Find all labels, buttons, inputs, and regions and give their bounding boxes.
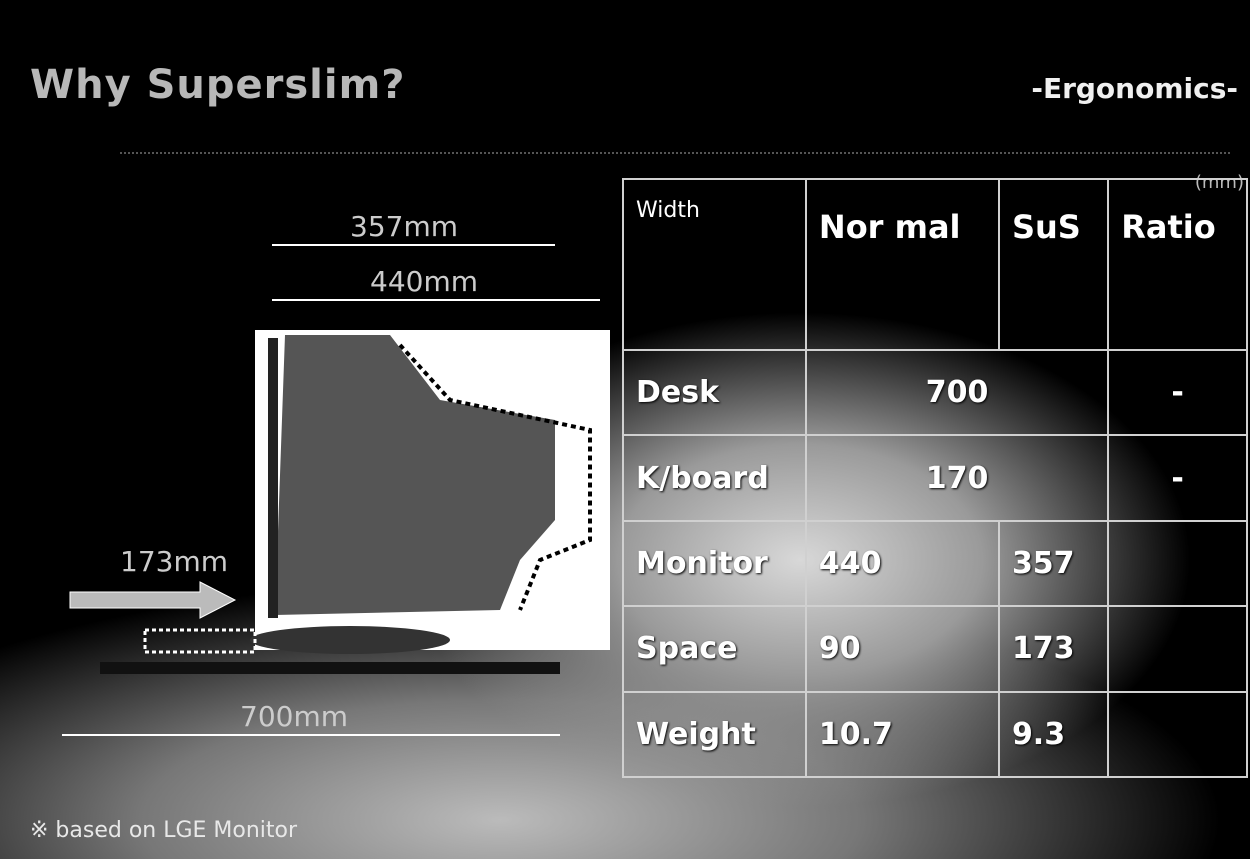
dim-label: 700mm [240, 700, 348, 733]
subtitle: -Ergonomics- [1031, 72, 1238, 105]
row-label: Weight [623, 692, 806, 777]
space-arrow [70, 582, 235, 618]
screen-edge [268, 338, 278, 618]
dim-label: 440mm [370, 265, 478, 298]
cell: 9.3 [999, 692, 1108, 777]
cell: 173 [999, 606, 1108, 691]
cell: 90 [806, 606, 999, 691]
cell: - [1108, 435, 1247, 520]
slide: Why Superslim? -Ergonomics- (mm) 357mm 4… [0, 0, 1250, 859]
monitor-stand [250, 626, 450, 654]
header-cell: SuS [999, 179, 1108, 350]
cell: 700 [806, 350, 1108, 435]
cell: 170 [806, 435, 1108, 520]
cell: 357 [999, 521, 1108, 606]
cell: 10.7 [806, 692, 999, 777]
dim-label: 173mm [120, 545, 228, 578]
space-outline [145, 630, 255, 652]
row-label: Monitor [623, 521, 806, 606]
cell: - [1108, 350, 1247, 435]
dim-label: 357mm [350, 210, 458, 243]
desk [100, 662, 560, 674]
header-cell: Nor mal [806, 179, 999, 350]
row-label: Space [623, 606, 806, 691]
cell [1108, 692, 1247, 777]
row-label: Desk [623, 350, 806, 435]
cell: 440 [806, 521, 999, 606]
header-cell: Ratio [1108, 179, 1247, 350]
footnote: ※ based on LGE Monitor [30, 818, 297, 843]
row-label: K/board [623, 435, 806, 520]
cell [1108, 606, 1247, 691]
monitor-diagram [0, 0, 620, 800]
header-cell: Width [623, 179, 806, 350]
cell [1108, 521, 1247, 606]
